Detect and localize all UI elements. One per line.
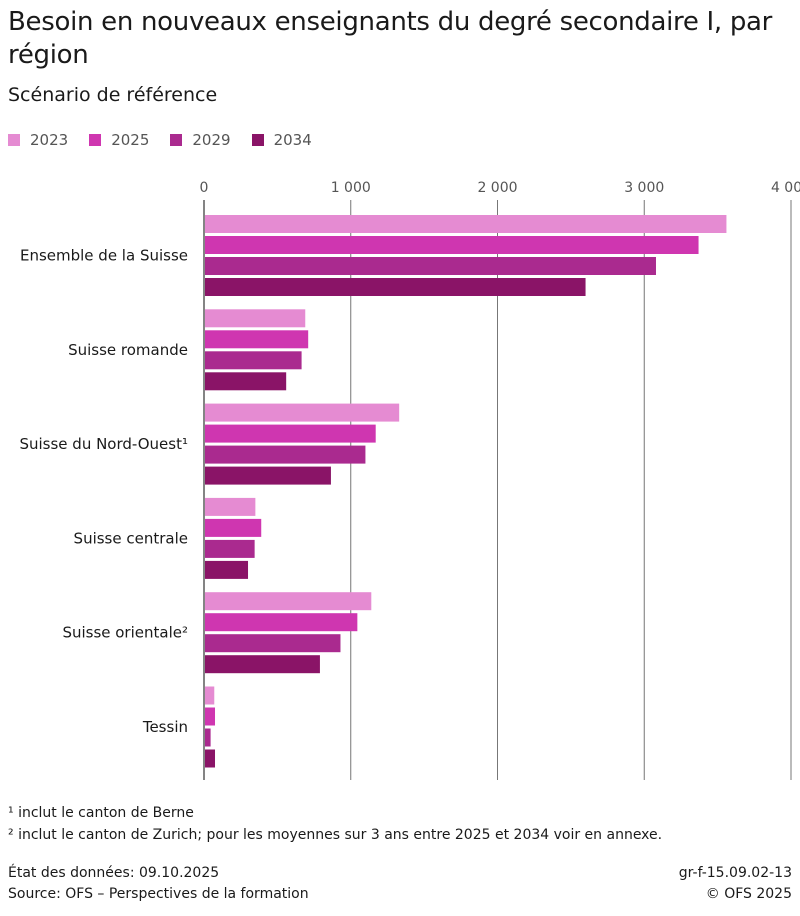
bar — [205, 372, 287, 391]
legend-label: 2025 — [111, 131, 150, 149]
bar — [205, 424, 376, 443]
data-date: État des données: 09.10.2025 — [8, 865, 220, 881]
x-tick-label: 0 — [200, 180, 209, 196]
legend-item-2023: 2023 — [8, 131, 68, 149]
bar — [205, 592, 372, 611]
footnote-2: ² inclut le canton de Zurich; pour les m… — [8, 827, 663, 843]
bar — [205, 634, 341, 653]
bar — [205, 466, 331, 485]
bar — [205, 215, 727, 233]
footer-right: gr-f-15.09.02-13 © OFS 2025 — [679, 863, 792, 905]
bar — [205, 560, 249, 579]
legend-swatch — [170, 134, 183, 146]
bar — [205, 655, 320, 674]
legend-item-2029: 2029 — [170, 131, 231, 149]
bar — [205, 613, 358, 632]
footnotes: ¹ inclut le canton de Berne ² inclut le … — [8, 802, 662, 846]
footnote-1: ¹ inclut le canton de Berne — [8, 805, 194, 821]
x-tick-label: 3 000 — [624, 180, 664, 196]
bar — [205, 278, 586, 296]
legend-swatch — [8, 134, 20, 146]
legend-swatch — [251, 134, 264, 146]
source: Source: OFS – Perspectives de la formati… — [8, 886, 309, 902]
bar — [205, 403, 400, 422]
chart-title: Besoin en nouveaux enseignants du degré … — [8, 7, 773, 70]
chart-code: gr-f-15.09.02-13 — [678, 865, 792, 881]
category-label: Suisse orientale² — [62, 624, 188, 642]
bar — [205, 330, 309, 349]
legend-label: 2023 — [30, 131, 69, 149]
legend-label: 2029 — [192, 131, 231, 149]
legend-item-2025: 2025 — [89, 131, 149, 149]
category-label: Suisse romande — [68, 341, 188, 359]
bar — [205, 749, 216, 768]
bar — [205, 497, 256, 516]
x-tick-label: 4 000 — [771, 180, 800, 196]
bar — [205, 707, 216, 726]
bar — [205, 445, 366, 464]
bar — [205, 539, 255, 558]
bar — [205, 518, 262, 537]
bar — [205, 351, 302, 370]
category-label: Tessin — [142, 718, 188, 736]
legend-swatch — [89, 134, 102, 146]
category-label: Suisse du Nord-Ouest¹ — [19, 435, 188, 453]
x-tick-label: 1 000 — [331, 180, 371, 196]
bar — [205, 257, 656, 275]
bar — [205, 728, 211, 747]
legend-label: 2034 — [273, 131, 312, 149]
footer-left: État des données: 09.10.2025 Source: OFS… — [8, 863, 309, 905]
legend-item-2034: 2034 — [251, 131, 312, 149]
x-tick-label: 2 000 — [477, 180, 517, 196]
copyright: © OFS 2025 — [705, 886, 792, 902]
category-label: Suisse centrale — [74, 529, 188, 547]
bar-chart: 0 1 000 2 000 3 000 4 000 Ensemble de la Suis… — [19, 180, 800, 780]
bar — [205, 309, 306, 328]
legend: 2023 2025 2029 2034 — [8, 131, 333, 149]
bar — [205, 236, 699, 254]
bar — [205, 686, 215, 705]
chart-subtitle: Scénario de référence — [8, 84, 218, 106]
category-label: Ensemble de la Suisse — [20, 247, 188, 265]
